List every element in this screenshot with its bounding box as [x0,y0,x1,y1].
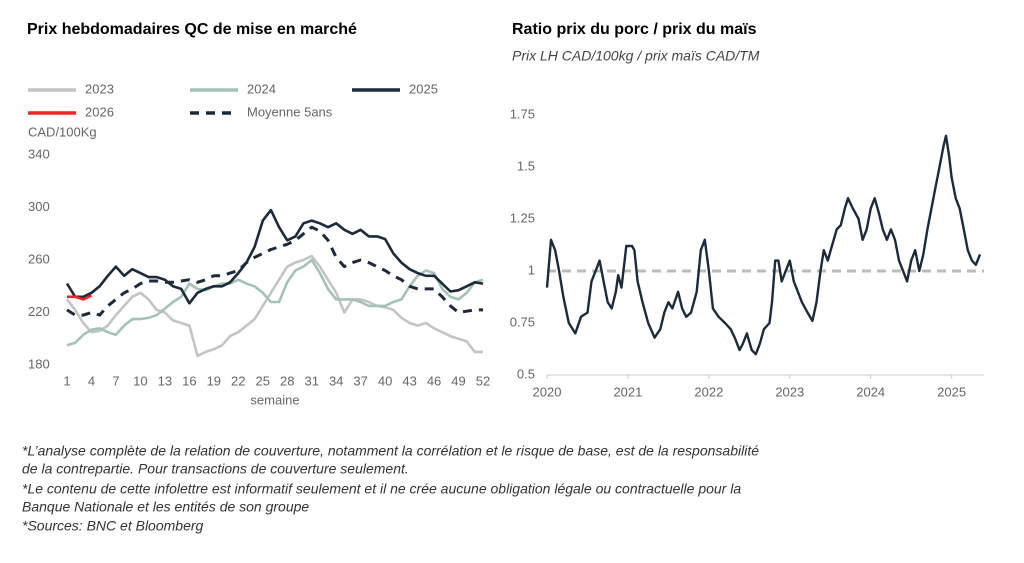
y-tick-label: 260 [28,251,50,266]
x-tick-label: 2025 [937,384,966,399]
legend-label: 2026 [85,104,114,119]
y-tick-label: 300 [28,199,50,214]
data-line [66,258,484,347]
data-line [65,208,484,305]
footnote: *Sources: BNC et Bloomberg [22,518,204,534]
x-tick-label: 49 [451,373,465,388]
x-tick-label: 16 [182,373,196,388]
chart-title: Prix hebdomadaires QC de mise en marché [27,21,357,38]
x-tick-label: 7 [112,373,119,388]
legend-label: 2024 [247,81,276,96]
x-tick-label: 2022 [694,384,723,399]
y-tick-label: 1.75 [510,106,535,121]
x-tick-label: 10 [133,373,147,388]
x-tick-label: 1 [63,373,70,388]
y-tick-label: 0.75 [510,314,535,329]
x-tick-label: 52 [476,373,490,388]
x-tick-label: 34 [329,373,343,388]
x-tick-label: 2020 [533,384,562,399]
x-tick-label: 37 [353,373,367,388]
chart-title: Ratio prix du porc / prix du maïs [512,21,757,38]
data-line [66,225,483,317]
x-tick-label: 22 [231,373,245,388]
y-tick-label: 220 [28,304,50,319]
footnote: *Le contenu de cette infolettre est info… [22,481,741,497]
x-tick-label: 4 [88,373,95,388]
legend-label: 2025 [409,81,438,96]
x-tick-label: 43 [402,373,416,388]
footnote: de la contrepartie. Pour transactions de… [22,461,409,477]
y-axis-label: CAD/100Kg [28,124,97,139]
x-axis-label: semaine [250,392,299,407]
footnote: Banque Nationale et les entités de son g… [22,499,309,515]
data-line [65,254,483,358]
x-tick-label: 40 [378,373,392,388]
data-line [67,294,93,301]
x-tick-label: 25 [256,373,270,388]
x-tick-label: 13 [158,373,172,388]
legend-label: 2023 [85,81,114,96]
x-tick-label: 31 [304,373,318,388]
x-tick-label: 28 [280,373,294,388]
x-tick-label: 46 [427,373,441,388]
y-tick-label: 340 [28,146,50,161]
x-tick-label: 2024 [856,384,885,399]
y-tick-label: 0.5 [517,366,535,381]
y-tick-label: 1 [528,262,535,277]
x-tick-label: 2021 [613,384,642,399]
x-tick-label: 19 [207,373,221,388]
y-tick-label: 1.5 [517,158,535,173]
y-tick-label: 1.25 [510,210,535,225]
legend-label: Moyenne 5ans [247,104,333,119]
chart-subtitle: Prix LH CAD/100kg / prix maïs CAD/TM [512,48,760,64]
y-tick-label: 180 [28,356,50,371]
footnote: *L’analyse complète de la relation de co… [22,443,759,459]
data-line [545,134,982,356]
x-tick-label: 2023 [775,384,804,399]
